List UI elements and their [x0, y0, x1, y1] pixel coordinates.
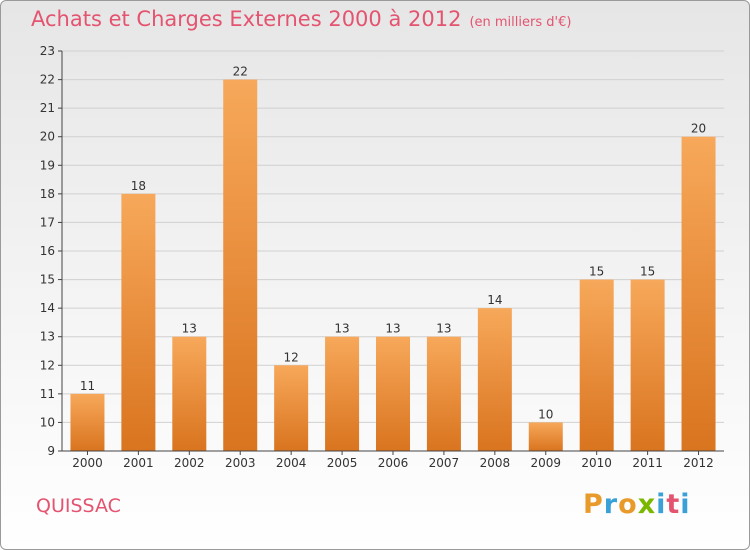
logo-letter: x — [637, 489, 657, 520]
y-tick-label: 9 — [47, 444, 55, 458]
data-label: 12 — [284, 350, 299, 364]
x-tick-label: 2000 — [72, 456, 103, 470]
x-tick-label: 2011 — [632, 456, 663, 470]
y-tick-label: 11 — [40, 387, 55, 401]
bar — [70, 393, 105, 451]
x-tick-label: 2002 — [174, 456, 205, 470]
y-tick-label: 15 — [40, 273, 55, 287]
chart-title: Achats et Charges Externes 2000 à 2012 (e… — [31, 7, 571, 31]
data-label: 18 — [131, 179, 146, 193]
x-tick-label: 2001 — [123, 456, 154, 470]
bar — [274, 365, 309, 451]
bar — [630, 279, 665, 451]
proxiti-logo: Proxiti — [583, 489, 691, 520]
y-tick-label: 19 — [40, 158, 55, 172]
bar — [579, 279, 614, 451]
x-tick-label: 2007 — [429, 456, 460, 470]
bar — [426, 336, 461, 451]
x-tick-label: 2005 — [327, 456, 358, 470]
x-tick-label: 2008 — [480, 456, 511, 470]
chart-subtitle: (en milliers d'€) — [469, 15, 572, 30]
y-tick-label: 18 — [40, 187, 55, 201]
bar — [477, 308, 512, 451]
logo-letter: P — [583, 489, 604, 520]
logo-letter: t — [666, 489, 681, 520]
data-label: 22 — [233, 65, 248, 79]
bar — [172, 336, 207, 451]
y-tick-label: 13 — [40, 330, 55, 344]
data-label: 15 — [640, 265, 655, 279]
data-label: 13 — [334, 322, 349, 336]
logo-letter: i — [680, 489, 691, 520]
chart-title-text: Achats et Charges Externes 2000 à 2012 — [31, 7, 462, 31]
bar — [223, 79, 258, 452]
y-tick-label: 10 — [40, 415, 55, 429]
y-tick-label: 23 — [40, 44, 55, 58]
y-tick-label: 12 — [40, 358, 55, 372]
data-label: 20 — [691, 122, 706, 136]
x-tick-label: 2009 — [530, 456, 561, 470]
y-tick-label: 16 — [40, 244, 55, 258]
y-tick-label: 14 — [40, 301, 55, 315]
data-label: 13 — [436, 322, 451, 336]
data-label: 14 — [487, 293, 502, 307]
data-label: 15 — [589, 265, 604, 279]
logo-letter: r — [603, 489, 619, 520]
y-tick-label: 21 — [40, 101, 55, 115]
city-label: QUISSAC — [36, 495, 121, 517]
x-tick-label: 2012 — [683, 456, 714, 470]
data-label: 13 — [182, 322, 197, 336]
y-tick-label: 20 — [40, 130, 55, 144]
logo-letter: i — [656, 489, 667, 520]
bar — [681, 136, 716, 451]
logo-letter: o — [618, 489, 638, 520]
x-tick-label: 2003 — [225, 456, 256, 470]
x-tick-label: 2010 — [581, 456, 612, 470]
y-tick-label: 17 — [40, 215, 55, 229]
data-label: 10 — [538, 407, 553, 421]
y-tick-label: 22 — [40, 73, 55, 87]
bar — [376, 336, 410, 451]
data-label: 13 — [385, 322, 400, 336]
data-label: 11 — [80, 379, 95, 393]
x-tick-label: 2004 — [276, 456, 307, 470]
bar — [325, 336, 360, 451]
bar — [121, 193, 156, 451]
bar — [528, 422, 563, 451]
x-tick-label: 2006 — [378, 456, 409, 470]
